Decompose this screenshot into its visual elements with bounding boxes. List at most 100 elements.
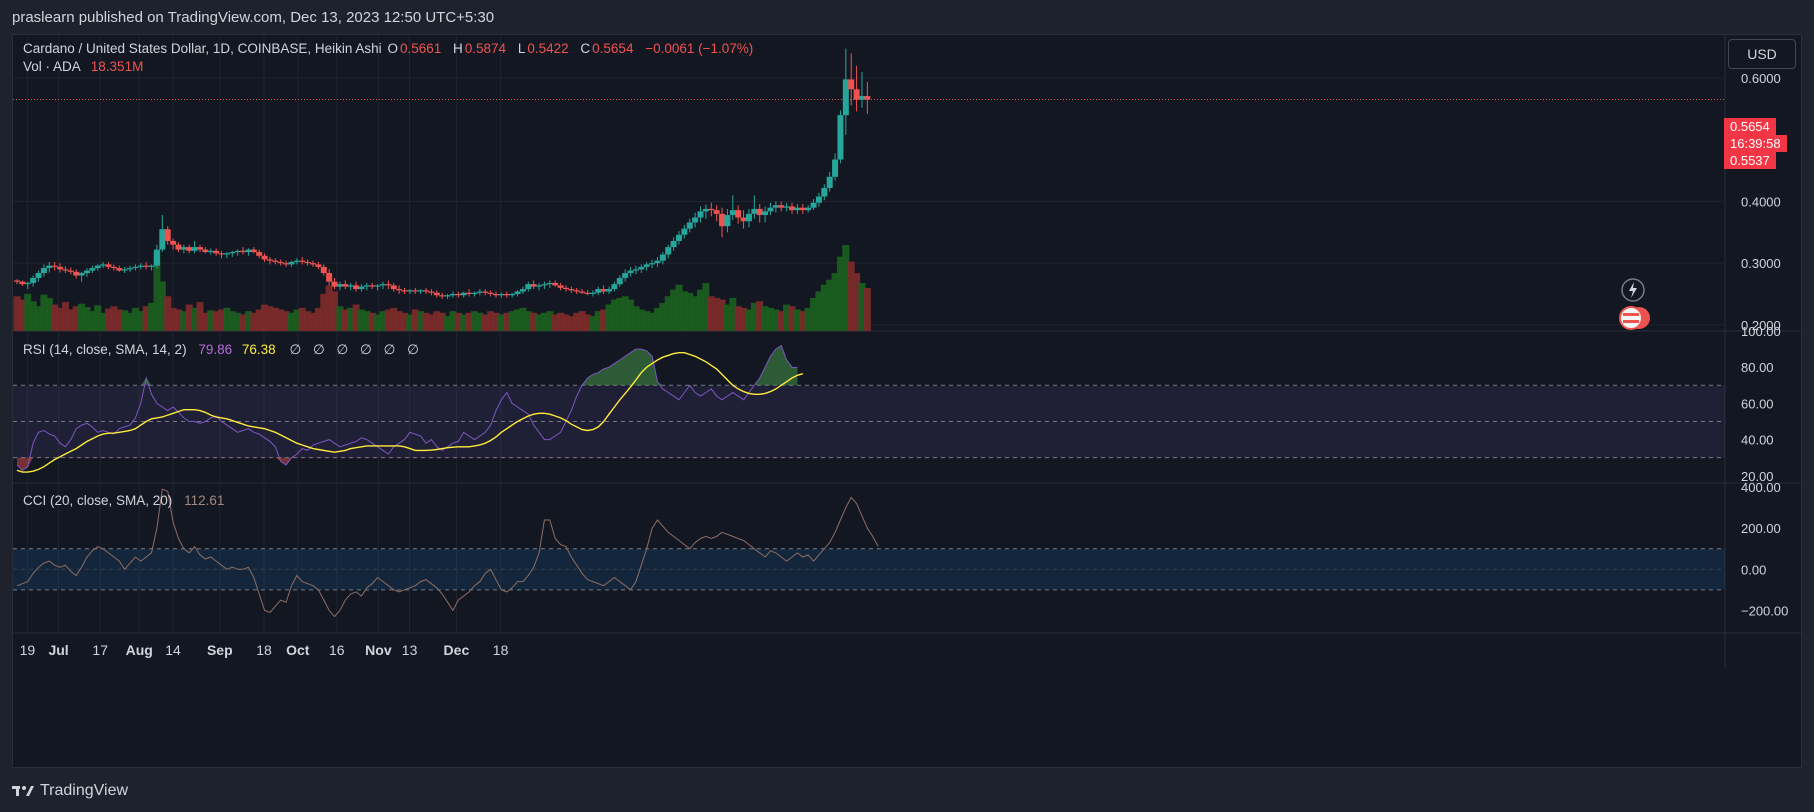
volume-bar <box>594 311 602 331</box>
tradingview-logo-icon <box>12 784 36 798</box>
candle-body <box>229 252 236 254</box>
candle-body <box>369 285 376 287</box>
volume-bar <box>201 312 209 331</box>
candle-body <box>460 292 467 296</box>
candle-body <box>374 285 381 287</box>
candle-body <box>272 260 279 262</box>
candle-body <box>466 292 473 294</box>
volume-bar <box>336 306 344 331</box>
candle-body <box>396 289 403 291</box>
rsi-series-line <box>16 352 803 473</box>
cci-label: CCI (20, close, SMA, 20) <box>23 493 173 508</box>
candle-body <box>568 289 575 291</box>
candle-body <box>449 294 456 296</box>
price-tick-label: 0.2000 <box>1741 318 1781 333</box>
volume-bar <box>637 309 645 331</box>
candle-body <box>240 250 247 253</box>
candle-body <box>745 213 752 222</box>
volume-bar <box>444 316 452 331</box>
candle-body <box>153 249 160 266</box>
x-tick-label: Aug <box>126 642 153 658</box>
volume-bar <box>298 307 306 331</box>
candle-body <box>735 210 742 218</box>
rsi-tick-label: 40.00 <box>1741 433 1774 448</box>
volume-bar <box>45 297 53 331</box>
candle-body <box>57 266 64 270</box>
volume-bar <box>530 312 538 331</box>
candle-body <box>799 207 806 211</box>
candle-body <box>14 280 20 282</box>
x-tick-label: Dec <box>444 642 470 658</box>
rsi-label: RSI (14, close, SMA, 14, 2) <box>23 342 187 357</box>
volume-label: Vol · ADA <box>23 59 81 74</box>
volume-bar <box>266 306 274 331</box>
x-tick-label: 19 <box>20 642 36 658</box>
volume-bar <box>282 311 290 331</box>
candle-body <box>562 287 569 290</box>
chart-svg[interactable]: 19 Jul 17 Aug 14 Sep 18 Oct 16 Nov 13 Dec 18 0.2000 0.… <box>13 35 1801 767</box>
candle-body <box>310 263 317 265</box>
volume-bar <box>643 311 651 331</box>
candle-body <box>665 247 672 255</box>
volume-bar <box>352 304 360 331</box>
volume-bar <box>788 306 796 331</box>
volume-bar <box>766 307 774 331</box>
volume-bar <box>121 310 129 331</box>
price-tick-label: 0.6000 <box>1741 71 1781 86</box>
x-tick-label: 18 <box>493 642 509 658</box>
volume-bar <box>847 261 855 331</box>
us-flag-stripe-icon <box>1623 320 1639 323</box>
volume-bar <box>648 312 656 331</box>
volume-bar <box>99 312 107 331</box>
volume-bar <box>72 306 80 331</box>
high-value: 0.5874 <box>464 41 507 56</box>
volume-bar <box>815 291 823 331</box>
candle-body <box>789 206 796 211</box>
volume-bar <box>234 312 242 331</box>
candle-body <box>320 266 327 274</box>
x-tick-label: 13 <box>402 642 418 658</box>
candle-body <box>455 294 462 296</box>
candle-body <box>821 187 828 197</box>
candle-body <box>778 205 785 208</box>
candle-body <box>379 284 386 286</box>
candle-body <box>702 208 709 212</box>
candle-body <box>428 291 435 293</box>
rsi-empty-value: ∅ <box>312 342 325 357</box>
candle-body <box>627 270 634 274</box>
low-price-tag: 0.5537 <box>1724 152 1776 169</box>
volume-bar <box>61 302 69 331</box>
volume-bar <box>438 312 446 331</box>
candle-body <box>406 290 413 292</box>
volume-bar <box>616 297 624 331</box>
candle-body <box>541 284 548 286</box>
candle-body <box>121 269 128 271</box>
volume-bar <box>137 311 145 331</box>
rsi-overbought-fill <box>17 345 798 386</box>
low-label: L <box>517 41 526 56</box>
volume-bar <box>185 304 193 331</box>
volume-bar <box>470 311 478 331</box>
candle-body <box>24 282 31 285</box>
volume-bar <box>713 297 721 331</box>
price-tick-label: 0.3000 <box>1741 256 1781 271</box>
volume-bar <box>390 307 398 331</box>
volume-bar <box>664 296 672 331</box>
volume-bar <box>589 316 597 331</box>
volume-bar <box>51 304 59 331</box>
currency-button[interactable]: USD <box>1728 39 1796 69</box>
candle-body <box>832 159 839 177</box>
volume-bar <box>600 309 608 331</box>
candle-body <box>552 282 559 286</box>
candle-body <box>78 273 85 276</box>
main-legend: Cardano / United States Dollar, 1D, COIN… <box>23 41 755 56</box>
candle-body <box>794 207 801 211</box>
volume-bar <box>223 307 231 331</box>
candle-body <box>519 289 526 292</box>
candle-body <box>67 270 74 272</box>
chart-frame[interactable]: 19 Jul 17 Aug 14 Sep 18 Oct 16 Nov 13 Dec 18 0.2000 0.… <box>12 34 1802 768</box>
candle-body <box>708 208 715 211</box>
candle-body <box>256 252 263 256</box>
volume-bar <box>255 309 263 331</box>
candle-body <box>783 206 790 208</box>
